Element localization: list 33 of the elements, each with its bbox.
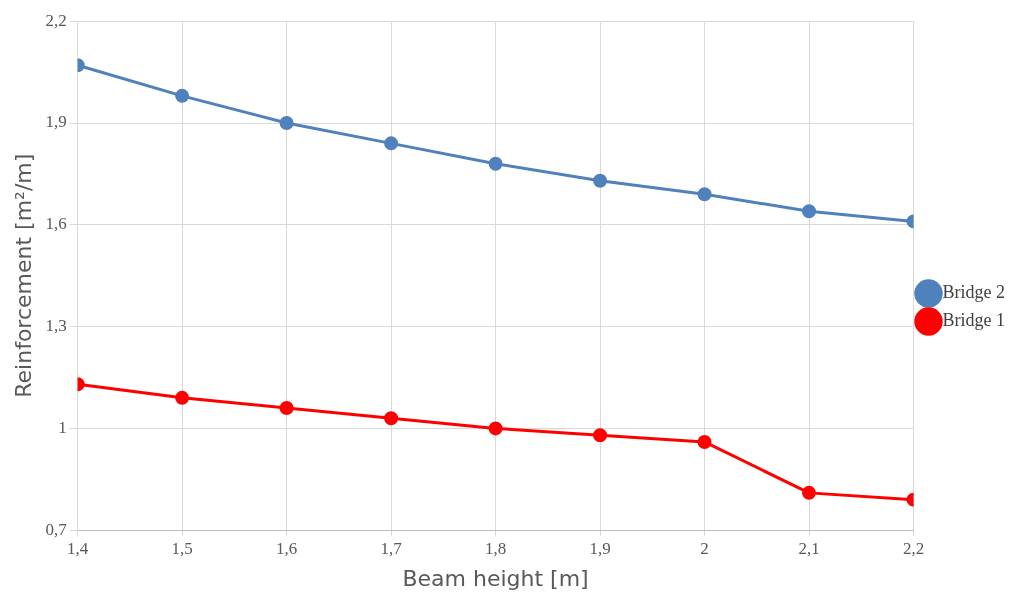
x-tick-label: 2 — [700, 538, 709, 558]
x-tick-label: 1,8 — [484, 538, 507, 558]
x-tick-label: 1,4 — [67, 538, 89, 558]
x-tick-label: 2,1 — [798, 538, 820, 558]
y-tick-label: 0,7 — [45, 519, 68, 539]
point — [802, 204, 817, 219]
x-tick-label: 1,7 — [380, 538, 403, 558]
point — [697, 434, 712, 449]
x-tick-label: 1,6 — [275, 538, 298, 558]
x-tick-label: 1,5 — [171, 538, 193, 558]
y-tick-label: 1,6 — [45, 214, 67, 234]
point — [384, 136, 399, 151]
x-axis-title: Beam height [m] — [402, 565, 589, 591]
point — [175, 390, 190, 405]
y-tick-label: 1,3 — [45, 316, 67, 336]
point — [697, 187, 712, 202]
point — [488, 156, 503, 171]
x-tick-label: 2,2 — [902, 538, 925, 558]
x-tick-label: 1,9 — [589, 538, 611, 558]
legend-label: Bridge 1 — [942, 310, 1006, 331]
point — [175, 88, 190, 103]
y-tick-label: 1 — [58, 417, 67, 437]
point — [593, 428, 608, 443]
point — [279, 116, 294, 130]
point — [488, 421, 503, 436]
point — [593, 173, 608, 188]
point — [384, 411, 399, 426]
y-tick-label: 2,2 — [45, 10, 67, 30]
y-axis-title: Reinforcement [m²/m] — [10, 153, 36, 398]
y-tick-label: 1,9 — [45, 112, 67, 132]
point — [802, 485, 817, 500]
legend-label: Bridge 2 — [942, 282, 1006, 303]
point — [279, 401, 294, 416]
